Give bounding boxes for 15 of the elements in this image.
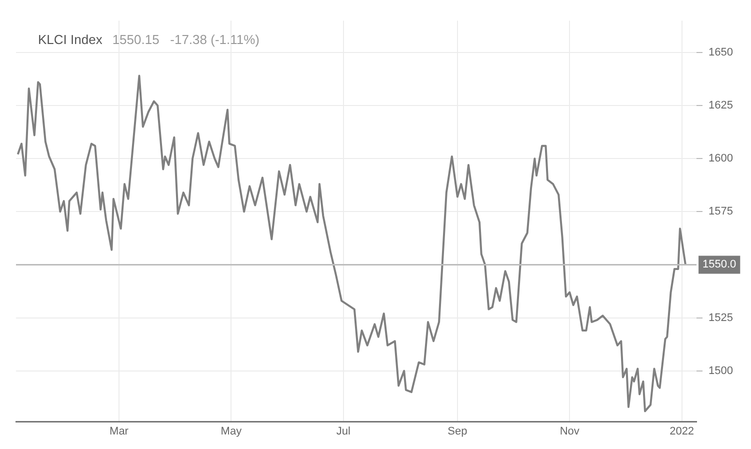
x-tick-label: Nov — [560, 425, 580, 438]
text: 1550.15 -17.38 (-1.11%) — [112, 32, 260, 48]
y-tick-label: 1525 — [708, 312, 734, 324]
x-tick-label: Jul — [336, 425, 350, 438]
y-tick-label: 1625 — [708, 100, 734, 112]
text: KLCI Index — [38, 32, 103, 48]
y-tick-label: 1600 — [708, 152, 734, 165]
y-tick-label: 1500 — [708, 364, 734, 377]
x-tick-label: Mar — [110, 425, 129, 438]
x-tick-label: May — [220, 425, 242, 438]
x-tick-label: Sep — [448, 425, 468, 438]
y-tick-label: 1575 — [708, 206, 734, 218]
y-tick-label: 1650 — [708, 46, 734, 58]
x-tick-label: 2022 — [670, 425, 694, 438]
ref-line-label: 1550.0 — [702, 258, 736, 271]
